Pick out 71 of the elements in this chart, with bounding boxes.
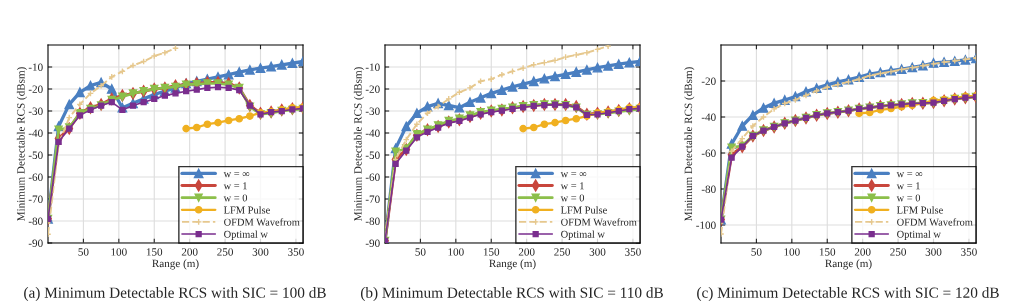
y-tick-label: -60 [701,149,716,157]
text: (b) Minimum Detectable RCS with SIC = 110 dB [360,287,663,301]
y-tick-label: -90 [28,239,43,247]
x-tick-label: 50 [78,248,89,256]
x-tick-label: 100 [784,248,800,256]
legend-label: Optimal w [897,230,941,240]
legend-label: Optimal w [224,230,268,240]
x-tick-label: 50 [415,248,426,256]
x-tick-label: 150 [483,248,500,256]
x-tick-label: 300 [252,248,269,256]
legend-label: w = 0 [560,194,585,202]
x-tick-label: 200 [181,248,198,256]
x-tick-label: 50 [751,248,762,256]
y-tick-label: -70 [28,195,43,203]
x-tick-label: 250 [217,248,233,256]
y-tick-label: -50 [28,151,43,159]
y-tick-label: -20 [28,85,43,93]
y-tick-label: -90 [365,239,380,247]
x-tick-label: 350 [625,248,641,256]
x-tick-label: 100 [448,248,464,256]
y-tick-label: -40 [365,129,380,137]
text: (c) Minimum Detectable RCS with SIC = 120 dB [697,287,999,301]
y-tick-label: -10 [28,63,43,71]
legend-label: OFDM Wavefrom [561,218,637,226]
x-tick-label: 150 [819,248,836,256]
legend-label: w = 1 [560,182,584,190]
y-tick-label: -80 [701,185,716,193]
y-tick-label: -80 [365,217,380,225]
x-tick-label: 300 [925,248,942,256]
legend-label: w = ∞ [560,172,587,178]
legend-label: w = 1 [223,182,247,190]
text: (a) Minimum Detectable RCS with SIC = 100 dB [24,287,326,301]
x-tick-label: 250 [890,248,906,256]
x-tick-label: 200 [518,248,535,256]
y-tick-label: -40 [701,113,716,121]
y-axis-title: Minimum Detectable RCS (dBsm) [684,67,695,221]
y-tick-label: -60 [365,173,380,181]
x-tick-label: 250 [554,248,570,256]
legend-label: w = 0 [223,194,248,202]
y-tick-label: -80 [28,217,43,225]
legend-label: OFDM Wavefrom [897,218,973,226]
x-tick-label: 200 [854,248,871,256]
y-tick-label: -100 [696,221,716,229]
legend-label: LFM Pulse [223,206,270,214]
y-tick-label: -60 [28,173,43,181]
y-tick-label: -30 [365,107,380,115]
y-tick-label: -50 [365,151,380,159]
legend-label: w = ∞ [896,172,923,178]
legend-label: LFM Pulse [896,206,943,214]
legend-label: LFM Pulse [560,206,607,214]
x-tick-label: 350 [961,248,977,256]
y-tick-label: -40 [28,129,43,137]
y-tick-label: -20 [365,85,380,93]
x-axis-title: Range (m) [825,259,872,270]
x-axis-title: Range (m) [152,259,199,270]
y-tick-label: -70 [365,195,380,203]
legend-label: Optimal w [561,230,605,240]
x-tick-label: 150 [146,248,163,256]
x-axis-title: Range (m) [489,259,536,270]
legend-label: w = 1 [896,182,920,190]
y-axis-title: Minimum Detectable RCS (dBsm) [16,67,27,221]
legend-label: w = ∞ [223,172,250,178]
x-tick-label: 350 [288,248,304,256]
legend-label: OFDM Wavefrom [224,218,300,226]
y-tick-label: -20 [701,77,716,85]
y-axis-title: Minimum Detectable RCS (dBsm) [353,67,364,221]
y-tick-label: -10 [365,63,380,71]
y-tick-label: -30 [28,107,43,115]
x-tick-label: 300 [589,248,606,256]
legend-label: w = 0 [896,194,921,202]
x-tick-label: 100 [111,248,127,256]
